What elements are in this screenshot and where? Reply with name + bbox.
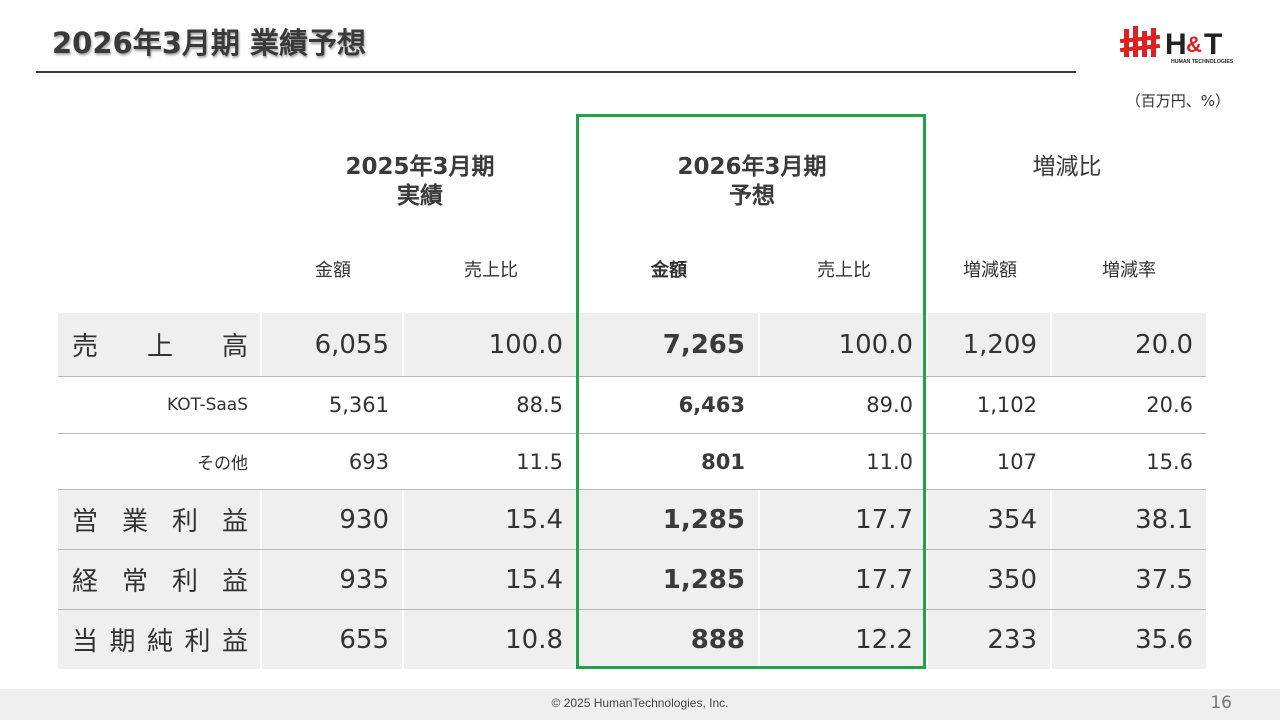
ratio-2026: 89.0 <box>866 393 913 417</box>
ratio-2026: 12.2 <box>760 610 926 669</box>
change-amount: 107 <box>996 449 1037 474</box>
table-row: 当 期 純 利 益 655 10.8 888 12.2 233 35.6 <box>58 610 1206 669</box>
ratio-2025: 88.5 <box>516 393 563 417</box>
header-2025-period: 2025年3月期 <box>345 154 495 180</box>
value-2025: 655 <box>262 610 402 669</box>
row-label-other: その他 <box>197 454 248 474</box>
table-row: その他 693 11.5 801 11.0 107 15.6 <box>58 434 1206 489</box>
row-label-ordinary-income: 経 常 利 益 <box>58 550 260 609</box>
svg-text:HUMAN TECHNOLOGIES: HUMAN TECHNOLOGIES <box>1171 59 1234 65</box>
value-2025: 930 <box>262 490 402 549</box>
change-rate: 35.6 <box>1052 610 1206 669</box>
row-divider <box>58 433 1206 434</box>
table-row: 営 業 利 益 930 15.4 1,285 17.7 354 38.1 <box>58 490 1206 549</box>
change-amount: 1,209 <box>928 313 1050 376</box>
header-2026-type: 予想 <box>729 183 775 209</box>
value-2026: 7,265 <box>578 313 758 376</box>
ratio-2025: 15.4 <box>404 490 576 549</box>
row-label-kot-saas: KOT-SaaS <box>167 395 248 415</box>
value-2026: 801 <box>701 449 745 474</box>
change-amount: 354 <box>928 490 1050 549</box>
row-divider <box>58 549 1206 550</box>
header-2026-period: 2026年3月期 <box>677 154 827 180</box>
table-row: 売 上 高 6,055 100.0 7,265 100.0 1,209 20.0 <box>58 313 1206 376</box>
unit-note: （百万円、%） <box>1125 92 1230 110</box>
change-rate: 38.1 <box>1052 490 1206 549</box>
change-rate: 20.6 <box>1146 393 1193 417</box>
ratio-2025: 15.4 <box>404 550 576 609</box>
page-number: 16 <box>1210 693 1232 713</box>
row-label-net-income: 当 期 純 利 益 <box>58 610 260 669</box>
value-2026: 1,285 <box>578 490 758 549</box>
value-2025: 935 <box>262 550 402 609</box>
ratio-2026: 11.0 <box>866 449 913 474</box>
change-rate: 37.5 <box>1052 550 1206 609</box>
svg-text:T: T <box>1204 28 1222 61</box>
row-label-sales: 売 上 高 <box>58 313 260 376</box>
value-2025: 693 <box>348 449 389 474</box>
page-title: 2026年3月期 業績予想 <box>52 26 366 60</box>
sub-change-amount: 増減額 <box>963 260 1017 281</box>
svg-text:H: H <box>1165 28 1187 61</box>
title-divider <box>36 71 1076 73</box>
change-amount: 1,102 <box>976 393 1037 417</box>
sub-ratio-2025: 売上比 <box>464 260 518 281</box>
svg-text:&: & <box>1186 32 1202 57</box>
copyright-text: © 2025 HumanTechnologies, Inc. <box>551 696 729 710</box>
ratio-2025: 11.5 <box>516 449 563 474</box>
value-2026: 6,463 <box>678 393 745 417</box>
row-label-operating-income: 営 業 利 益 <box>58 490 260 549</box>
sub-change-rate: 増減率 <box>1102 260 1156 281</box>
value-2026: 888 <box>578 610 758 669</box>
sub-ratio-2026: 売上比 <box>817 260 871 281</box>
change-rate: 15.6 <box>1146 449 1193 474</box>
row-divider <box>58 489 1206 490</box>
change-amount: 233 <box>928 610 1050 669</box>
header-2026: 2026年3月期 予想 <box>576 153 928 211</box>
header-change: 増減比 <box>1032 154 1102 180</box>
header-2025: 2025年3月期 実績 <box>262 153 578 211</box>
sub-amount-2025: 金額 <box>315 260 351 281</box>
footer-bar <box>0 689 1280 720</box>
sub-amount-2026: 金額 <box>651 260 687 281</box>
ratio-2026: 17.7 <box>760 550 926 609</box>
ratio-2025: 100.0 <box>404 313 576 376</box>
change-rate: 20.0 <box>1052 313 1206 376</box>
row-divider <box>58 609 1206 610</box>
change-amount: 350 <box>928 550 1050 609</box>
header-2025-type: 実績 <box>397 183 443 209</box>
ratio-2026: 100.0 <box>760 313 926 376</box>
table-row: 経 常 利 益 935 15.4 1,285 17.7 350 37.5 <box>58 550 1206 609</box>
ratio-2025: 10.8 <box>404 610 576 669</box>
company-logo: H & T HUMAN TECHNOLOGIES <box>1118 22 1242 66</box>
value-2025: 6,055 <box>262 313 402 376</box>
value-2026: 1,285 <box>578 550 758 609</box>
row-divider <box>58 376 1206 377</box>
h-and-t-logo-icon: H & T HUMAN TECHNOLOGIES <box>1119 26 1234 65</box>
ratio-2026: 17.7 <box>760 490 926 549</box>
value-2025: 5,361 <box>328 393 389 417</box>
table-row: KOT-SaaS 5,361 88.5 6,463 89.0 1,102 20.… <box>58 377 1206 433</box>
